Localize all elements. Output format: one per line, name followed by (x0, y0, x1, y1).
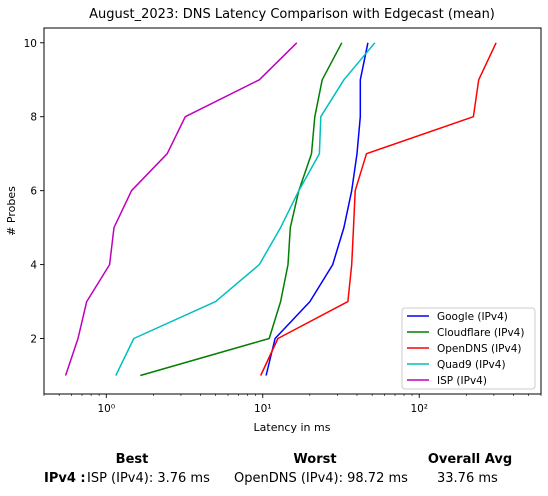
legend-frame (401, 307, 536, 390)
series-line-quad9-ipv4 (115, 42, 376, 376)
series-line-cloudflare-ipv4 (140, 42, 343, 377)
plot-frame (43, 27, 542, 395)
y-axis-label: # Probes (5, 186, 18, 236)
series-lines (64, 42, 497, 377)
worst-value: OpenDNS (IPv4): 98.72 ms (234, 471, 408, 486)
x-tick-label: 10⁰ (97, 403, 115, 415)
legend-label: OpenDNS (IPv4) (437, 343, 522, 355)
legend-label: Google (IPv4) (437, 311, 508, 323)
legend: Google (IPv4) Cloudflare (IPv4) OpenDNS (I… (401, 307, 536, 390)
y-tick-label: 2 (30, 334, 37, 346)
x-axis-label: Latency in ms (254, 421, 331, 434)
series-line-opendns-ipv4 (260, 42, 497, 376)
x-axis: 10⁰ 10¹ 10² (43, 394, 542, 415)
y-tick-label: 10 (24, 38, 37, 50)
series-line-google-ipv4 (265, 42, 369, 376)
legend-label: Quad9 (IPv4) (437, 359, 506, 371)
ipv4-row-label: IPv4 : (44, 471, 86, 486)
y-tick-label: 6 (30, 186, 37, 198)
chart-title: August_2023: DNS Latency Comparison with… (89, 7, 495, 22)
y-axis: 2 4 6 8 10 (24, 38, 44, 346)
worst-header: Worst (293, 452, 337, 467)
legend-label: Cloudflare (IPv4) (437, 327, 524, 339)
x-tick-label: 10¹ (254, 403, 272, 415)
x-tick-label: 10² (410, 403, 428, 415)
y-tick-label: 4 (30, 260, 37, 272)
y-tick-label: 8 (30, 112, 37, 124)
best-header: Best (115, 452, 149, 467)
legend-label: ISP (IPv4) (437, 375, 487, 387)
avg-value: 33.76 ms (437, 471, 498, 486)
avg-header: Overall Avg (427, 452, 513, 467)
best-value: ISP (IPv4): 3.76 ms (87, 471, 210, 486)
series-line-isp-ipv4 (64, 42, 298, 376)
